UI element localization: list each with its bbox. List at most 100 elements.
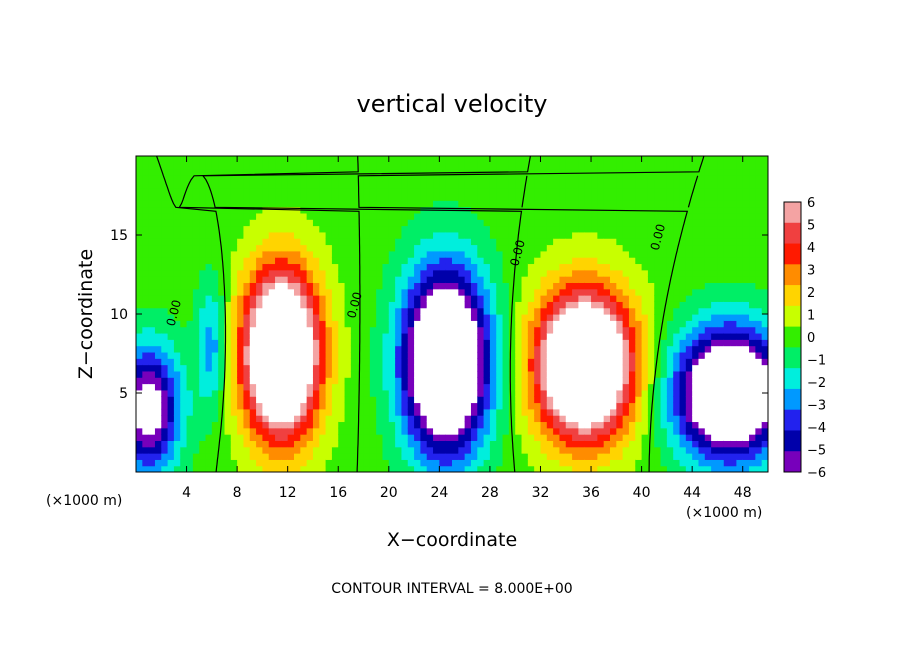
field-cell [489,440,497,448]
field-cell [256,206,263,214]
field-cell [584,168,592,176]
field-cell [338,459,346,467]
field-cell [224,351,232,359]
field-cell [445,427,453,435]
field-cell [502,320,510,328]
field-cell [483,295,491,302]
field-cell [685,383,693,391]
field-cell [382,402,390,410]
field-cell [647,332,655,340]
field-cell [711,351,719,359]
field-cell [414,174,421,182]
field-cell [407,434,415,441]
field-cell [148,453,156,460]
field-cell [654,263,662,271]
field-cell [483,453,491,460]
field-cell [243,282,251,290]
field-cell [148,174,156,182]
field-cell [420,231,428,239]
field-cell [148,276,156,283]
field-cell [338,301,346,309]
field-cell [281,339,289,347]
field-cell [496,465,504,472]
field-cell [704,345,712,353]
field-cell [521,238,529,246]
field-cell [730,257,737,265]
field-cell [275,301,282,309]
field-cell [628,421,636,429]
field-cell [572,212,579,220]
field-cell [287,370,295,378]
field-cell [186,212,194,220]
field-cell [553,301,561,309]
field-cell [363,225,371,233]
field-cell [508,415,516,423]
field-cell [439,162,447,170]
field-cell [452,301,459,309]
field-cell [666,358,674,366]
field-cell [508,370,516,378]
field-cell [515,364,523,372]
field-cell [660,351,668,359]
field-cell [445,459,453,467]
field-cell [142,156,150,163]
field-cell [553,377,561,385]
field-cell [230,244,238,252]
field-cell [464,156,472,163]
field-cell [268,276,276,283]
field-cell [749,453,756,460]
field-cell [521,301,529,309]
field-cell [230,377,238,385]
field-cell [673,174,681,182]
field-cell [591,225,598,233]
field-cell [407,383,415,391]
field-cell [622,314,630,321]
field-cell [401,219,409,227]
field-cell [211,453,219,460]
field-cell [142,358,150,366]
field-cell [420,326,428,334]
field-cell [148,465,156,472]
field-cell [666,244,674,252]
field-cell [647,459,655,467]
field-cell [148,162,156,170]
field-cell [628,156,636,163]
field-cell [281,168,289,176]
field-cell [167,421,175,429]
field-cell [730,332,737,340]
field-cell [243,238,251,246]
field-cell [407,200,415,208]
field-cell [331,276,339,283]
field-cell [420,345,428,353]
field-cell [376,465,384,472]
field-cell [685,434,693,441]
field-cell [142,187,150,195]
field-cell [635,421,643,429]
field-cell [306,351,314,359]
field-cell [325,434,333,441]
field-cell [654,364,662,372]
field-cell [521,339,529,347]
field-cell [496,440,504,448]
field-cell [679,231,687,239]
field-cell [300,301,308,309]
field-cell [148,345,156,353]
field-cell [730,282,737,290]
field-cell [597,389,605,397]
field-cell [610,396,617,404]
field-cell [414,421,421,429]
field-cell [565,257,573,265]
field-cell [584,358,592,366]
field-cell [205,200,213,208]
field-cell [262,364,270,372]
field-cell [508,364,516,372]
field-cell [306,320,314,328]
field-cell [388,421,396,429]
field-cell [142,440,150,448]
field-cell [363,219,371,227]
field-cell [407,358,415,366]
field-cell [591,162,598,170]
field-cell [186,320,194,328]
field-cell [496,174,504,182]
field-cell [224,200,232,208]
